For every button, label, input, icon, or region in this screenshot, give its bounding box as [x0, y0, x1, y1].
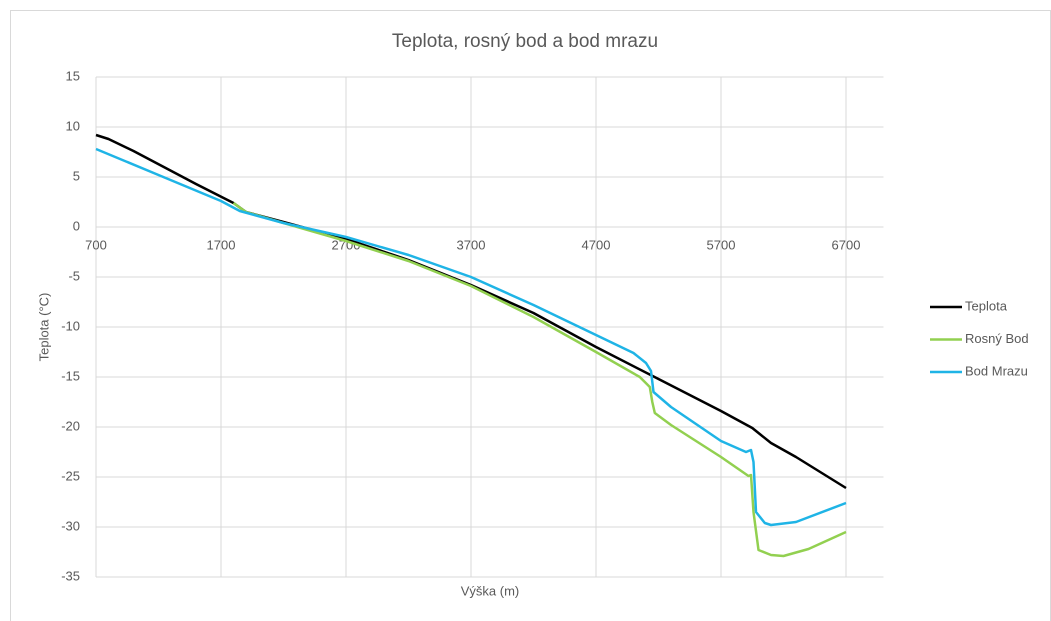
y-tick-label: 10: [66, 118, 80, 133]
y-tick-label: 5: [73, 168, 80, 183]
y-tick-label: 0: [73, 218, 80, 233]
y-tick-label: 15: [66, 68, 80, 83]
chart-title: Teplota, rosný bod a bod mrazu: [392, 31, 658, 52]
y-tick-label: -5: [68, 268, 80, 283]
x-tick-label: 5700: [707, 237, 736, 252]
y-axis-label: Teplota (°C): [36, 293, 51, 362]
legend-label: Bod Mrazu: [965, 363, 1028, 378]
series-line: [95, 147, 847, 527]
x-tick-label: 1700: [207, 237, 236, 252]
y-tick-label: -15: [61, 368, 80, 383]
x-tick-label: 3700: [457, 237, 486, 252]
y-tick-label: -30: [61, 518, 80, 533]
y-tick-label: -20: [61, 418, 80, 433]
x-tick-label: 4700: [582, 237, 611, 252]
legend-label: Teplota: [965, 298, 1008, 313]
x-tick-label: 6700: [832, 237, 861, 252]
x-tick-label: 700: [85, 237, 107, 252]
series-line: [232, 201, 847, 558]
y-tick-label: -35: [61, 568, 80, 583]
legend-label: Rosný Bod: [965, 331, 1029, 346]
y-tick-label: -10: [61, 318, 80, 333]
y-tick-label: -25: [61, 468, 80, 483]
x-axis-label: Výška (m): [461, 583, 520, 598]
